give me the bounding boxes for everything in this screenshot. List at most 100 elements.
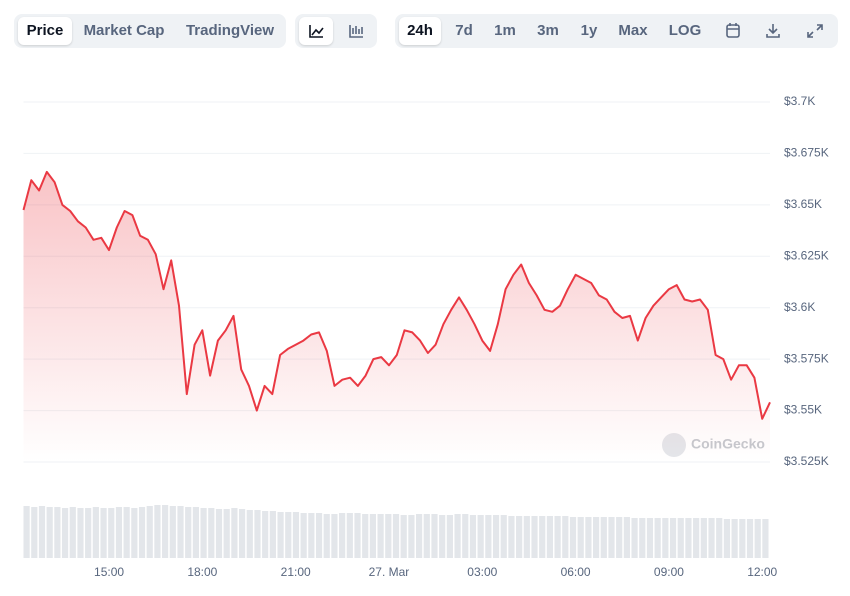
range[interactable]: 7d [455, 22, 473, 39]
y-tick-label: $3.65K [784, 197, 822, 211]
volume-bar [439, 515, 446, 558]
volume-bar [269, 511, 276, 558]
volume-bar [693, 518, 700, 558]
volume-bar [415, 514, 423, 558]
candle-style[interactable] [339, 17, 373, 45]
volume-bar [231, 508, 238, 558]
y-tick-label: $3.675K [784, 146, 829, 160]
volume-bar [169, 506, 176, 558]
icon [349, 25, 363, 38]
tab[interactable]: Market Cap [83, 22, 165, 39]
volume-bar [546, 516, 554, 558]
volume-bar [308, 513, 315, 558]
x-tick-label: 15:00 [94, 565, 124, 579]
download[interactable] [757, 17, 789, 45]
volume-bar [385, 514, 392, 558]
volume-bar [185, 507, 192, 558]
range[interactable]: 1m [494, 22, 516, 39]
volume-bar [616, 517, 623, 558]
volume-bar [631, 518, 638, 558]
volume-bar [38, 506, 46, 558]
range-tabs: 24h 7d 1m 3m 1y Max LOG [395, 14, 838, 48]
calendar[interactable] [717, 17, 749, 45]
volume-bar [23, 506, 30, 558]
volume-bar [254, 510, 261, 558]
icon [726, 23, 740, 38]
volume-bar [677, 518, 684, 558]
volume-bar [377, 514, 384, 558]
line-style[interactable] [299, 17, 333, 45]
y-tick-label: $3.6K [784, 300, 815, 314]
volume-bar [54, 507, 61, 558]
volume-bar [492, 515, 500, 558]
volume-bar [408, 515, 415, 558]
volume-bar [554, 516, 561, 558]
volume-bar [61, 508, 69, 558]
volume-bar [592, 517, 600, 558]
volume-bar [277, 512, 284, 558]
volume-bar [369, 514, 377, 558]
volume-bar [623, 517, 630, 558]
volume-bar [146, 506, 153, 558]
fullscreen[interactable] [799, 17, 831, 45]
volume-bar [569, 517, 577, 558]
volume-bar [646, 518, 654, 558]
volume-bar [69, 507, 76, 558]
range[interactable]: 3m [537, 22, 559, 39]
volume-bar [331, 514, 338, 558]
volume-bar [223, 509, 230, 558]
volume-bar [285, 512, 292, 558]
volume-bar [577, 517, 584, 558]
volume-bar [454, 514, 461, 558]
volume-bar [300, 513, 307, 558]
range[interactable]: Max [618, 22, 648, 39]
volume-bar [423, 514, 430, 558]
volume-bar [123, 507, 130, 558]
volume-bar [362, 514, 369, 558]
volume-bar [539, 516, 546, 558]
x-tick-label: 09:00 [654, 565, 684, 579]
volume-bar [762, 519, 769, 558]
y-tick-label: $3.525K [784, 454, 829, 468]
watermark: CoinGecko [662, 433, 765, 457]
volume-bar [315, 513, 323, 558]
x-tick-label: 12:00 [747, 565, 777, 579]
volume-bar [339, 513, 346, 558]
volume-bar [354, 513, 361, 558]
volume-bar [77, 508, 84, 558]
volume-bar [346, 513, 353, 558]
volume-bar [485, 515, 492, 558]
icon [766, 24, 780, 38]
tab[interactable]: Price [18, 17, 72, 45]
volume-bar [700, 518, 707, 558]
chart-style [295, 14, 377, 48]
volume-bar [115, 507, 123, 558]
volume-bar [46, 507, 53, 558]
log[interactable]: LOG [668, 22, 702, 39]
volume-bar [215, 509, 223, 558]
range[interactable]: 1y [580, 22, 598, 39]
volume-bar [200, 508, 207, 558]
volume-bar [323, 514, 330, 558]
volume-bar [100, 508, 107, 558]
x-tick-label: 27. Mar [369, 565, 410, 579]
volume-bar [162, 505, 169, 558]
volume-bar [754, 519, 761, 558]
volume-bar [516, 516, 523, 558]
price-area [23, 171, 770, 462]
volume-bar [446, 515, 453, 558]
volume-bar [685, 518, 692, 558]
volume-bar [108, 508, 115, 558]
x-tick-label: 21:00 [281, 565, 311, 579]
volume-bar [292, 512, 300, 558]
tab[interactable]: TradingView [185, 22, 275, 39]
view-tabs: Price Market Cap TradingView [14, 14, 286, 48]
volume-bar [508, 516, 515, 558]
volume-bar [262, 511, 269, 558]
watermark-text: CoinGecko [691, 436, 765, 452]
volume-bar [177, 506, 184, 558]
volume-bar [669, 518, 677, 558]
volume-bar [600, 517, 607, 558]
range[interactable]: 24h [399, 17, 441, 45]
